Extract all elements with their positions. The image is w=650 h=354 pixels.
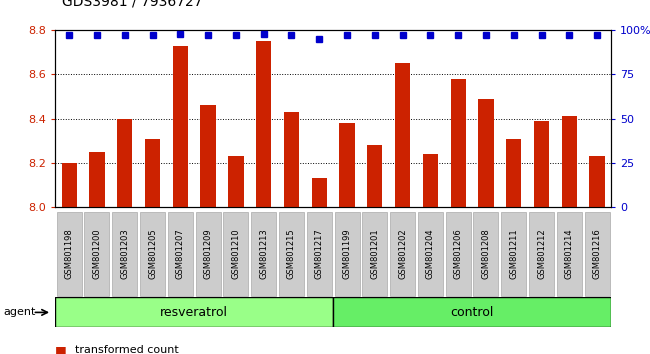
Text: GSM801217: GSM801217 <box>315 229 324 279</box>
Text: transformed count: transformed count <box>75 346 179 354</box>
FancyBboxPatch shape <box>362 212 387 296</box>
Text: GSM801215: GSM801215 <box>287 229 296 279</box>
Bar <box>450 79 466 207</box>
Text: GSM801200: GSM801200 <box>92 229 101 279</box>
Text: ■: ■ <box>55 344 67 354</box>
Text: GSM801205: GSM801205 <box>148 229 157 279</box>
Text: GSM801208: GSM801208 <box>482 229 491 279</box>
Text: GSM801216: GSM801216 <box>593 229 602 279</box>
Text: agent: agent <box>3 307 36 318</box>
Text: GSM801210: GSM801210 <box>231 229 240 279</box>
Bar <box>562 116 577 207</box>
Bar <box>395 63 410 207</box>
FancyBboxPatch shape <box>473 212 499 296</box>
Bar <box>339 123 355 207</box>
FancyBboxPatch shape <box>307 212 332 296</box>
Bar <box>62 163 77 207</box>
Bar <box>145 138 160 207</box>
FancyBboxPatch shape <box>168 212 193 296</box>
FancyBboxPatch shape <box>557 212 582 296</box>
Bar <box>55 297 333 327</box>
Bar <box>173 46 188 207</box>
Bar <box>228 156 244 207</box>
FancyBboxPatch shape <box>140 212 165 296</box>
Text: GSM801202: GSM801202 <box>398 229 407 279</box>
Text: resveratrol: resveratrol <box>160 306 228 319</box>
FancyBboxPatch shape <box>84 212 109 296</box>
Text: GSM801204: GSM801204 <box>426 229 435 279</box>
Text: GSM801199: GSM801199 <box>343 229 352 279</box>
Bar <box>117 119 133 207</box>
Text: GSM801206: GSM801206 <box>454 229 463 279</box>
FancyBboxPatch shape <box>335 212 359 296</box>
Bar <box>506 138 521 207</box>
Bar <box>256 41 271 207</box>
Bar <box>534 121 549 207</box>
FancyBboxPatch shape <box>57 212 82 296</box>
Text: GSM801211: GSM801211 <box>509 229 518 279</box>
Bar <box>367 145 382 207</box>
FancyBboxPatch shape <box>418 212 443 296</box>
Text: GSM801207: GSM801207 <box>176 229 185 279</box>
Text: GSM801212: GSM801212 <box>537 229 546 279</box>
Text: GSM801214: GSM801214 <box>565 229 574 279</box>
FancyBboxPatch shape <box>251 212 276 296</box>
Text: control: control <box>450 306 494 319</box>
Bar <box>478 99 493 207</box>
FancyBboxPatch shape <box>112 212 137 296</box>
Bar <box>284 112 299 207</box>
FancyBboxPatch shape <box>446 212 471 296</box>
Bar <box>422 154 438 207</box>
Text: GSM801198: GSM801198 <box>64 229 73 279</box>
Text: GSM801213: GSM801213 <box>259 229 268 279</box>
FancyBboxPatch shape <box>584 212 610 296</box>
Bar <box>200 105 216 207</box>
Bar <box>590 156 605 207</box>
FancyBboxPatch shape <box>501 212 526 296</box>
FancyBboxPatch shape <box>279 212 304 296</box>
Bar <box>311 178 327 207</box>
Text: GSM801203: GSM801203 <box>120 229 129 279</box>
FancyBboxPatch shape <box>196 212 220 296</box>
FancyBboxPatch shape <box>390 212 415 296</box>
Text: GDS3981 / 7936727: GDS3981 / 7936727 <box>62 0 202 9</box>
Text: GSM801209: GSM801209 <box>203 229 213 279</box>
Bar <box>89 152 105 207</box>
FancyBboxPatch shape <box>224 212 248 296</box>
FancyBboxPatch shape <box>529 212 554 296</box>
Text: GSM801201: GSM801201 <box>370 229 380 279</box>
Bar <box>333 297 611 327</box>
